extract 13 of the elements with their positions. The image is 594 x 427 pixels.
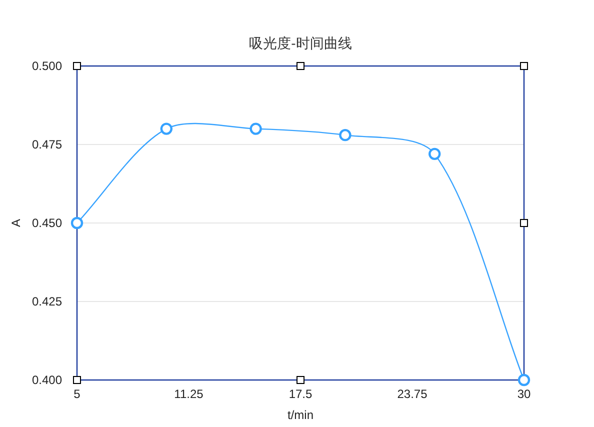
- x-tick-label: 23.75: [397, 387, 428, 401]
- y-tick-label: 0.450: [32, 216, 62, 230]
- x-tick-label: 5: [74, 387, 80, 401]
- y-tick-label: 0.500: [32, 59, 62, 73]
- x-tick-label: 11.25: [174, 387, 204, 401]
- x-axis-title: t/min: [288, 408, 314, 422]
- y-tick-label: 0.475: [32, 138, 62, 152]
- title: 吸光度-时间曲线: [249, 35, 352, 51]
- y-axis-title: A: [9, 219, 23, 227]
- x-tick-label: 17.5: [288, 387, 312, 401]
- y-tick-label: 0.425: [32, 294, 62, 308]
- x-tick-label: 30: [517, 387, 531, 401]
- y-tick-label: 0.400: [32, 373, 62, 387]
